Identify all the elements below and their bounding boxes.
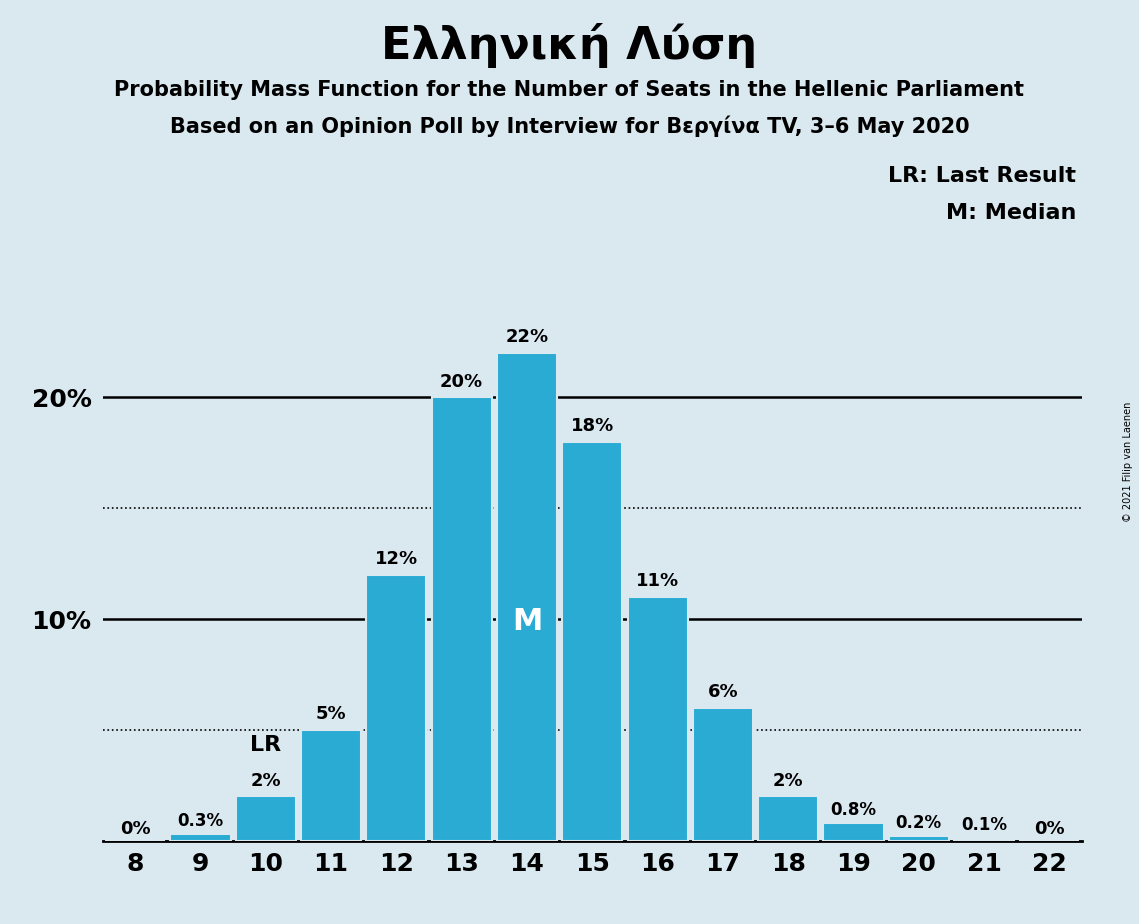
Text: 18%: 18% [571,417,614,435]
Bar [171,834,230,841]
Text: 0.8%: 0.8% [830,801,877,819]
Text: 5%: 5% [316,705,346,723]
Text: 6%: 6% [707,683,738,701]
Text: 11%: 11% [636,572,679,590]
Text: LR: LR [251,736,281,756]
Text: 0%: 0% [120,820,150,837]
Bar [236,796,296,841]
Text: 22%: 22% [506,328,549,346]
Text: 0.1%: 0.1% [961,816,1007,834]
Text: © 2021 Filip van Laenen: © 2021 Filip van Laenen [1123,402,1133,522]
Bar [823,823,884,841]
Text: M: M [511,607,542,636]
Bar [301,730,361,841]
Text: 2%: 2% [251,772,281,790]
Text: 2%: 2% [773,772,803,790]
Text: 0.3%: 0.3% [178,812,223,830]
Bar [497,353,557,841]
Bar [954,839,1014,841]
Bar [563,442,622,841]
Text: 0.2%: 0.2% [895,814,942,832]
Bar [888,836,949,841]
Bar [759,796,818,841]
Text: Ελληνική Λύση: Ελληνική Λύση [382,23,757,68]
Bar [367,575,426,841]
Text: 12%: 12% [375,550,418,568]
Text: Probability Mass Function for the Number of Seats in the Hellenic Parliament: Probability Mass Function for the Number… [115,80,1024,101]
Text: 0%: 0% [1034,820,1065,837]
Bar [628,597,688,841]
Text: Based on an Opinion Poll by Interview for Βεργίνα TV, 3–6 May 2020: Based on an Opinion Poll by Interview fo… [170,116,969,137]
Text: M: Median: M: Median [947,203,1076,224]
Text: LR: Last Result: LR: Last Result [888,166,1076,187]
Text: 20%: 20% [440,372,483,391]
Bar [432,397,492,841]
Bar [693,708,753,841]
